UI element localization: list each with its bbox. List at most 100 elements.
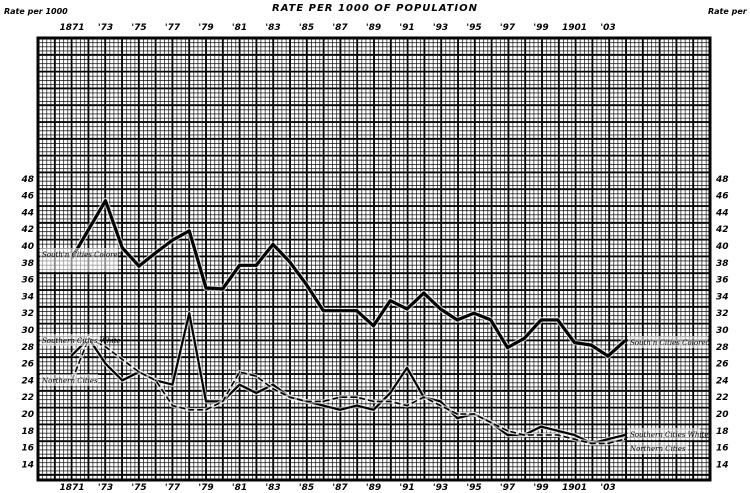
x-tick-label-top: '03 [600, 23, 615, 33]
x-tick-label-top: 1871 [59, 23, 84, 33]
data-point [456, 319, 459, 321]
y-tick-label-left: 42 [20, 225, 34, 235]
data-point [288, 396, 291, 399]
label-northern-right: Northern Cities [629, 445, 686, 453]
data-point [540, 425, 542, 428]
data-point [87, 228, 90, 230]
data-point [288, 261, 291, 263]
x-tick-label-top: '83 [265, 23, 280, 33]
data-point [255, 264, 258, 267]
x-tick-label-bottom: '77 [165, 483, 181, 493]
data-point [221, 400, 224, 403]
data-point [607, 355, 609, 357]
y-tick-label-left: 14 [21, 460, 34, 470]
x-tick-label-bottom: 1901 [562, 483, 587, 493]
y-tick-label-right: 24 [716, 376, 729, 386]
series-line-0 [70, 199, 626, 358]
data-point [339, 396, 341, 399]
x-tick-label-bottom: '93 [433, 483, 448, 493]
y-tick-label-right: 14 [716, 460, 729, 470]
data-point [121, 379, 124, 382]
y-tick-label-right: 38 [716, 259, 729, 269]
x-tick-label-bottom: '87 [332, 483, 348, 493]
data-point [171, 239, 174, 241]
data-point [506, 430, 509, 432]
x-ticks-bottom: 1871 '73 '75 '77 '79 '81 '83 '85 '87 '89 '91 '93 '95… [59, 483, 615, 493]
x-tick-label-bottom: '03 [600, 483, 615, 493]
data-point [188, 230, 191, 232]
y-tick-label-right: 40 [715, 242, 729, 252]
data-point [372, 409, 375, 411]
y-tick-label-left: 40 [20, 242, 34, 252]
data-point [473, 312, 475, 315]
data-point [406, 404, 408, 407]
data-point [138, 371, 140, 373]
y-tick-label-right: 18 [716, 427, 729, 437]
data-point [104, 346, 107, 348]
data-point [473, 413, 475, 415]
series-lines [69, 197, 627, 446]
y-tick-label-right: 28 [716, 343, 729, 353]
label-southern-colored-left: South'n Cities Colored [42, 251, 123, 259]
y-tick-label-right: 42 [715, 225, 729, 235]
data-point [406, 367, 408, 369]
y-axis-label-right: Rate per 1000 [708, 7, 750, 16]
y-tick-label-right: 48 [715, 175, 729, 185]
x-tick-label-top: '75 [131, 23, 146, 33]
data-point [489, 421, 492, 424]
data-point [506, 434, 509, 436]
x-tick-label-top: '79 [198, 23, 213, 33]
x-tick-label-bottom: '97 [500, 483, 516, 493]
x-tick-label-bottom: '95 [466, 483, 481, 493]
y-tick-label-left: 18 [21, 427, 34, 437]
y-tick-label-right: 26 [716, 360, 729, 370]
data-point [238, 383, 241, 386]
data-point [623, 340, 626, 342]
data-point [389, 400, 392, 403]
x-tick-label-bottom: '73 [98, 483, 113, 493]
data-point [406, 308, 408, 310]
data-point [607, 438, 609, 441]
y-tick-label-right: 36 [716, 276, 729, 286]
data-point [272, 388, 274, 390]
data-point [355, 404, 358, 407]
x-tick-label-top: '97 [500, 23, 516, 33]
grid-major [37, 37, 711, 480]
y-tick-label-right: 46 [715, 192, 729, 202]
y-tick-label-left: 36 [21, 276, 34, 286]
data-point [372, 400, 375, 403]
data-point [255, 375, 258, 378]
data-point [523, 337, 526, 340]
x-tick-label-top: '87 [332, 23, 348, 33]
y-tick-label-left: 24 [21, 376, 34, 386]
x-tick-label-top: '95 [466, 23, 481, 33]
data-point [556, 430, 559, 432]
data-point [238, 264, 241, 267]
y-tick-label-left: 26 [21, 360, 34, 370]
y-tick-label-right: 34 [716, 292, 729, 302]
data-point [573, 434, 576, 436]
data-point [205, 400, 207, 403]
x-tick-label-top: '89 [366, 23, 381, 33]
data-point [305, 400, 308, 403]
data-point [372, 325, 375, 327]
x-tick-label-top: '91 [399, 23, 414, 33]
y-tick-label-left: 28 [21, 343, 34, 353]
data-point [389, 299, 392, 302]
data-point [188, 409, 191, 411]
y-tick-label-left: 16 [21, 444, 34, 454]
label-southern-white-right: Southern Cities White [630, 431, 709, 439]
y-axis-label-left: Rate per 1000 [4, 7, 68, 16]
y-tick-label-left: 44 [20, 208, 34, 218]
y-tick-label-left: 22 [21, 393, 34, 403]
x-tick-label-bottom: '85 [299, 483, 314, 493]
data-point [71, 354, 73, 357]
y-tick-label-left: 20 [21, 410, 34, 420]
data-point [305, 283, 308, 286]
data-point [607, 442, 609, 445]
x-tick-label-top: '73 [98, 23, 113, 33]
y-tick-label-left: 38 [21, 259, 34, 269]
data-point [238, 371, 241, 373]
data-point [540, 434, 542, 436]
